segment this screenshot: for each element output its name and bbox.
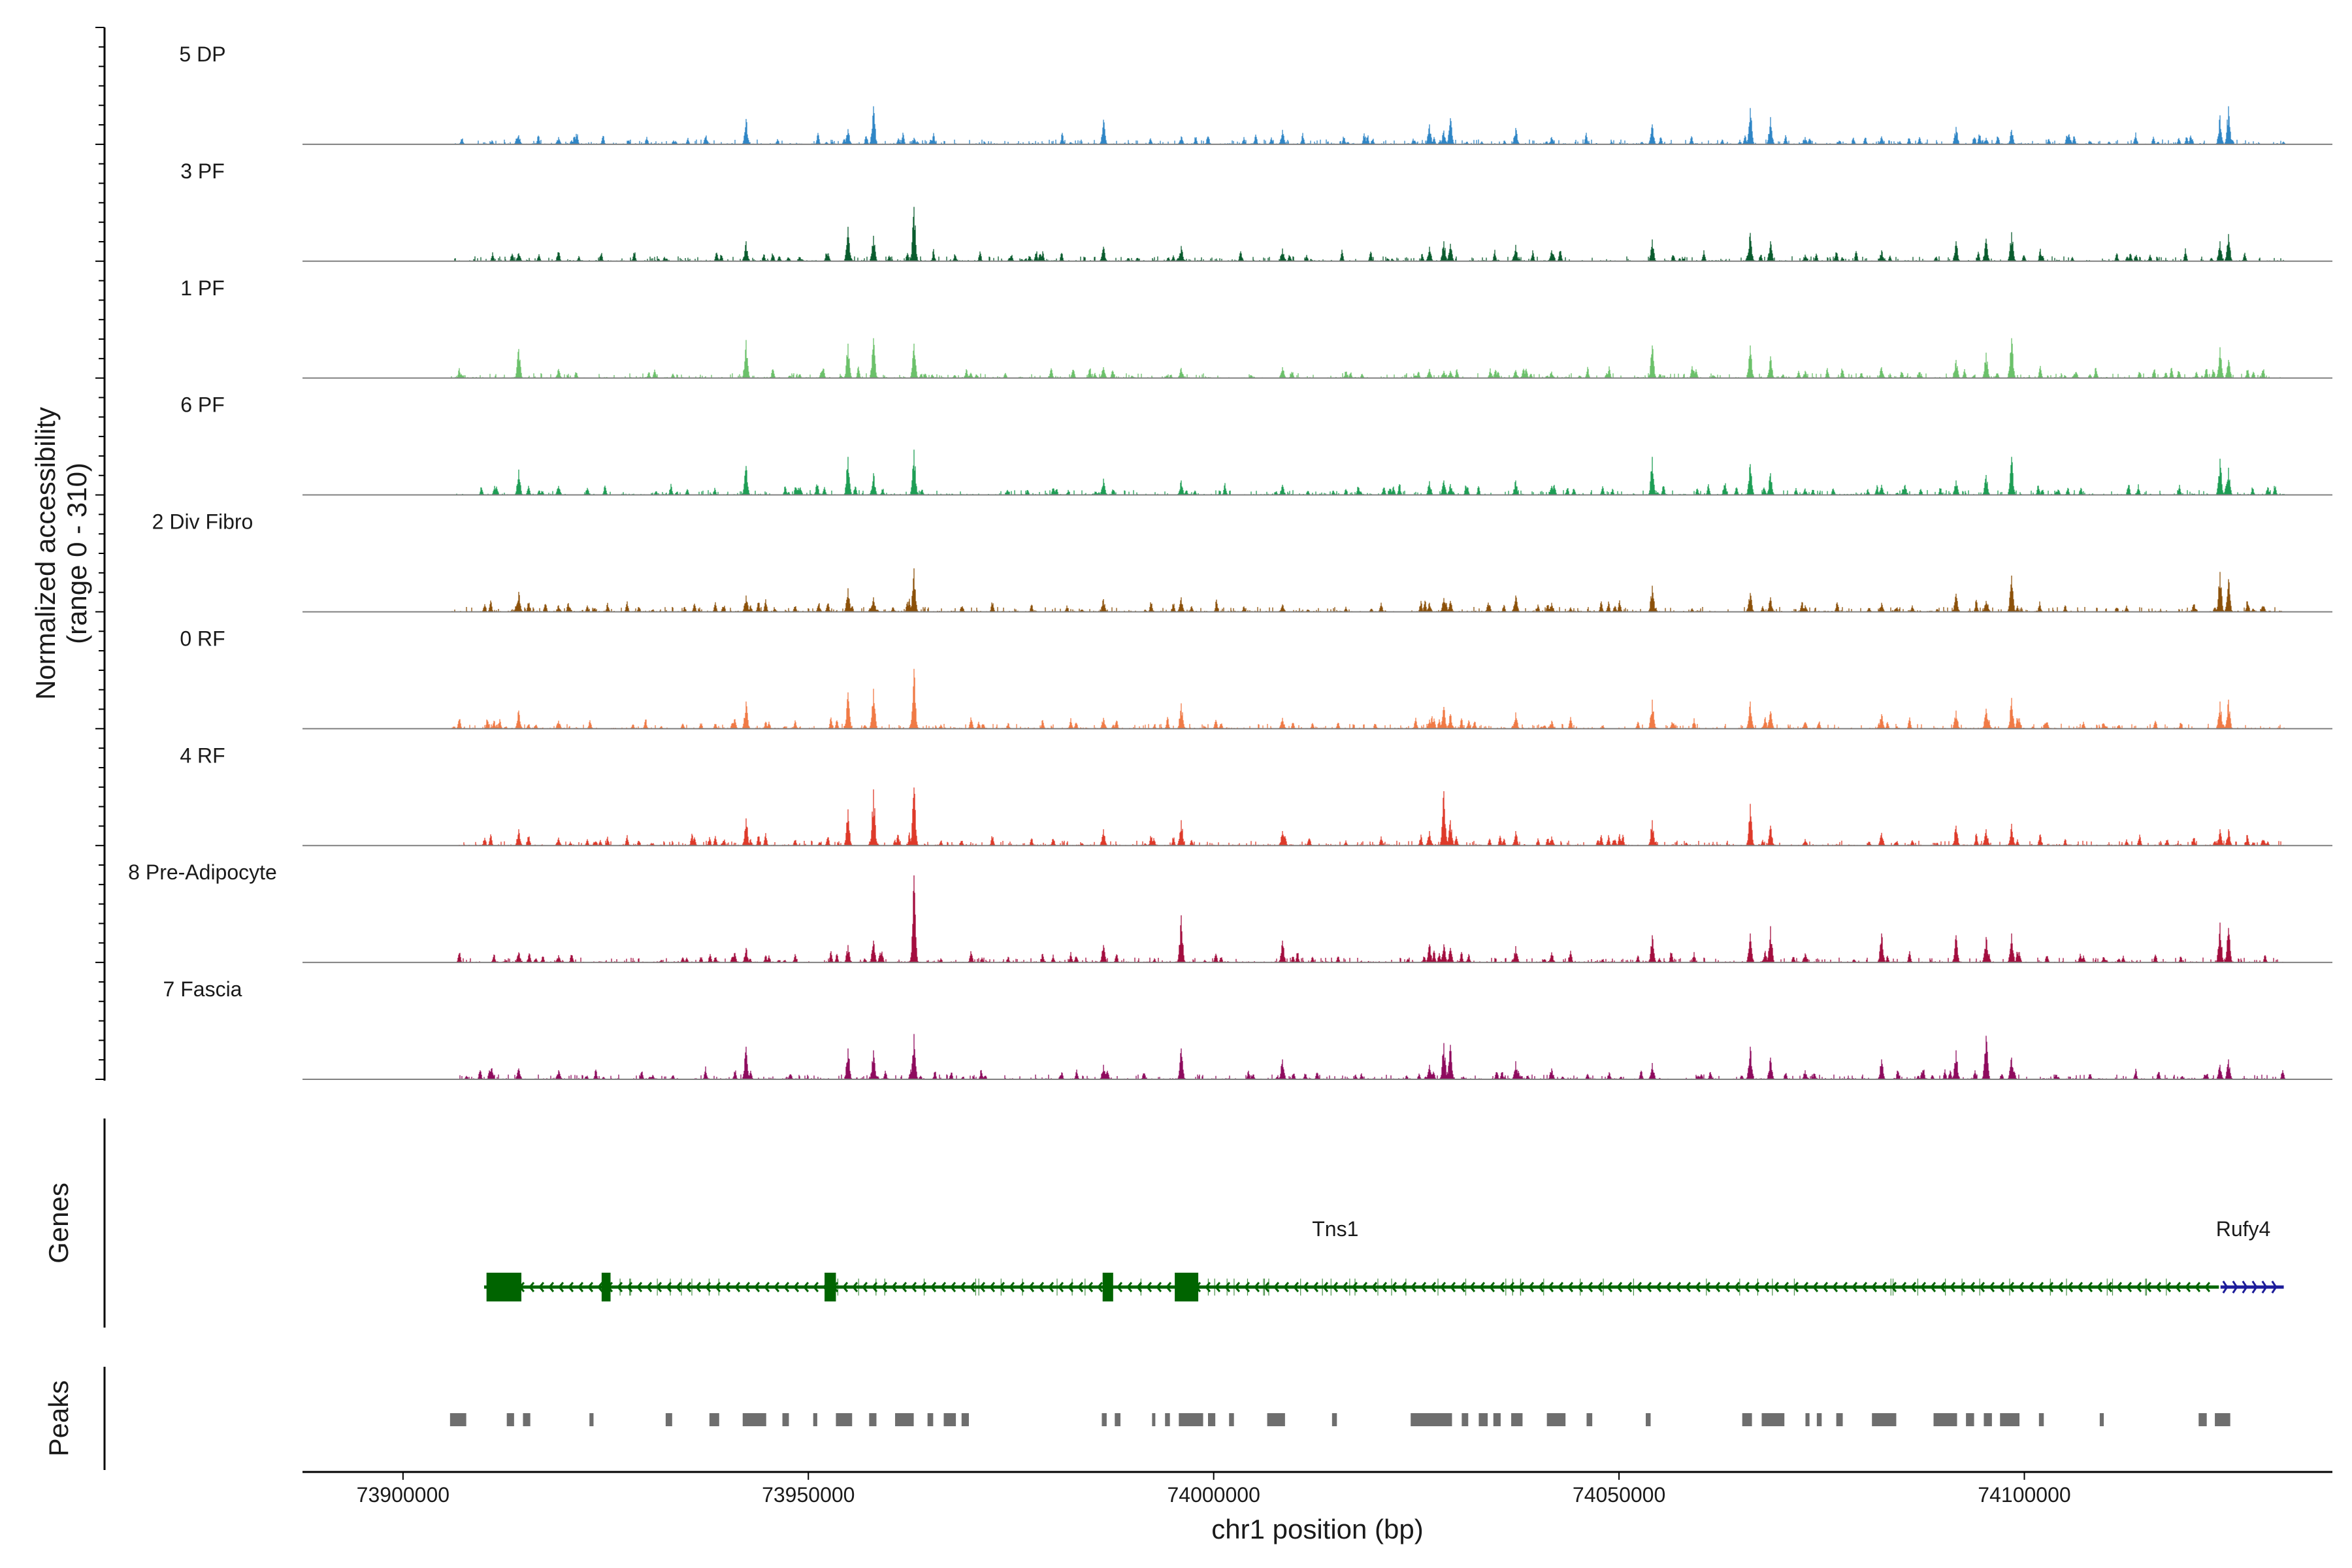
peak	[2198, 1413, 2207, 1426]
genes-title: Genes	[43, 1183, 74, 1264]
peak	[943, 1413, 956, 1426]
coverage-area	[456, 875, 2283, 963]
track-label: 4 RF	[180, 743, 225, 767]
gene-exon	[1175, 1273, 1199, 1301]
peak	[1546, 1413, 1566, 1426]
coverage-area	[454, 206, 2284, 261]
y-axis-title-line: Normalized accessibility	[30, 407, 61, 700]
gene-rufy4: Rufy4	[2216, 1217, 2284, 1294]
peak	[506, 1413, 514, 1426]
coverage-area	[455, 106, 2286, 144]
peak	[1966, 1413, 1974, 1426]
peak	[1179, 1413, 1203, 1426]
peak	[1115, 1413, 1120, 1426]
peak	[1511, 1413, 1523, 1426]
peak	[2215, 1413, 2230, 1426]
peak	[1207, 1413, 1216, 1426]
peak	[523, 1413, 531, 1426]
peak	[1462, 1413, 1469, 1426]
coverage-area	[453, 1034, 2286, 1079]
peak	[1646, 1413, 1651, 1426]
track-2-div-fibro: 2 Div Fibro	[152, 510, 2332, 613]
peak	[1742, 1413, 1752, 1426]
peak	[1478, 1413, 1488, 1426]
peak	[1816, 1413, 1822, 1426]
peak	[927, 1413, 934, 1426]
peak	[1872, 1413, 1897, 1426]
y-axis-title-line: (range 0 - 310)	[61, 463, 92, 644]
gene-label: Tns1	[1312, 1217, 1358, 1241]
peak	[2038, 1413, 2044, 1426]
track-label: 5 DP	[179, 42, 225, 66]
track-label: 8 Pre-Adipocyte	[128, 860, 277, 884]
peak	[709, 1413, 719, 1426]
peak	[2000, 1413, 2020, 1426]
track-label: 0 RF	[180, 627, 225, 650]
gene-exon	[1102, 1273, 1113, 1301]
coverage-area	[451, 449, 2285, 495]
peak	[1933, 1413, 1957, 1426]
strand-arrows	[2222, 1281, 2278, 1294]
track-4-rf: 4 RF	[180, 743, 2332, 847]
peak	[1493, 1413, 1501, 1426]
peak	[665, 1413, 672, 1426]
track-label: 1 PF	[180, 276, 225, 300]
peak	[1836, 1413, 1843, 1426]
track-1-pf: 1 PF	[180, 276, 2332, 379]
peak	[1805, 1413, 1810, 1426]
peak	[1267, 1413, 1285, 1426]
coverage-panel: Normalized accessibility(range 0 - 310) 5…	[30, 27, 2332, 1081]
peak	[1152, 1413, 1156, 1426]
peaks-panel: Peaks	[43, 1367, 2230, 1470]
gene-exon	[825, 1273, 836, 1301]
peak	[961, 1413, 969, 1426]
x-axis: 73900000 73950000 74000000 74050000 74100000…	[302, 1471, 2332, 1544]
peak	[836, 1413, 853, 1426]
peak	[1165, 1413, 1170, 1426]
track-6-pf: 6 PF	[180, 393, 2332, 496]
track-3-pf: 3 PF	[180, 159, 2332, 262]
gene-exon	[486, 1273, 522, 1301]
peak	[1984, 1413, 1992, 1426]
x-tick-label: 74050000	[1573, 1483, 1665, 1507]
x-tick-label: 73900000	[357, 1483, 449, 1507]
peak	[895, 1413, 914, 1426]
x-tick-label: 73950000	[762, 1483, 855, 1507]
peak	[1102, 1413, 1107, 1426]
peak	[1331, 1413, 1337, 1426]
coverage-area	[451, 668, 2285, 729]
y-axis-title: Normalized accessibility(range 0 - 310)	[30, 407, 92, 700]
x-tick-label: 74100000	[1978, 1483, 2070, 1507]
gene-exon	[601, 1273, 611, 1301]
x-tick-label: 74000000	[1167, 1483, 1260, 1507]
peak	[742, 1413, 766, 1426]
peak	[813, 1413, 817, 1426]
peak	[449, 1413, 466, 1426]
track-7-fascia: 7 Fascia	[163, 977, 2332, 1080]
peak	[1229, 1413, 1234, 1426]
track-label: 7 Fascia	[163, 977, 242, 1001]
peak	[589, 1413, 594, 1426]
peak	[782, 1413, 789, 1426]
peak	[1586, 1413, 1593, 1426]
peak	[1761, 1413, 1785, 1426]
peak	[869, 1413, 877, 1426]
genes-panel: Genes Tns1 Rufy4	[43, 1119, 2284, 1328]
gene-tns1: Tns1	[483, 1217, 2219, 1301]
coverage-area	[459, 787, 2284, 846]
track-0-rf: 0 RF	[180, 627, 2332, 730]
track-label: 2 Div Fibro	[152, 510, 253, 534]
track-label: 3 PF	[180, 159, 225, 183]
gene-label: Rufy4	[2216, 1217, 2271, 1241]
coverage-area	[451, 338, 2281, 378]
track-5-dp: 5 DP	[179, 42, 2332, 145]
coverage-area	[451, 568, 2282, 612]
peak	[2099, 1413, 2104, 1426]
x-axis-title: chr1 position (bp)	[1211, 1514, 1424, 1544]
peaks-title: Peaks	[43, 1380, 74, 1457]
track-8-pre-adipocyte: 8 Pre-Adipocyte	[128, 860, 2332, 964]
track-label: 6 PF	[180, 393, 225, 417]
peak	[1411, 1413, 1452, 1426]
